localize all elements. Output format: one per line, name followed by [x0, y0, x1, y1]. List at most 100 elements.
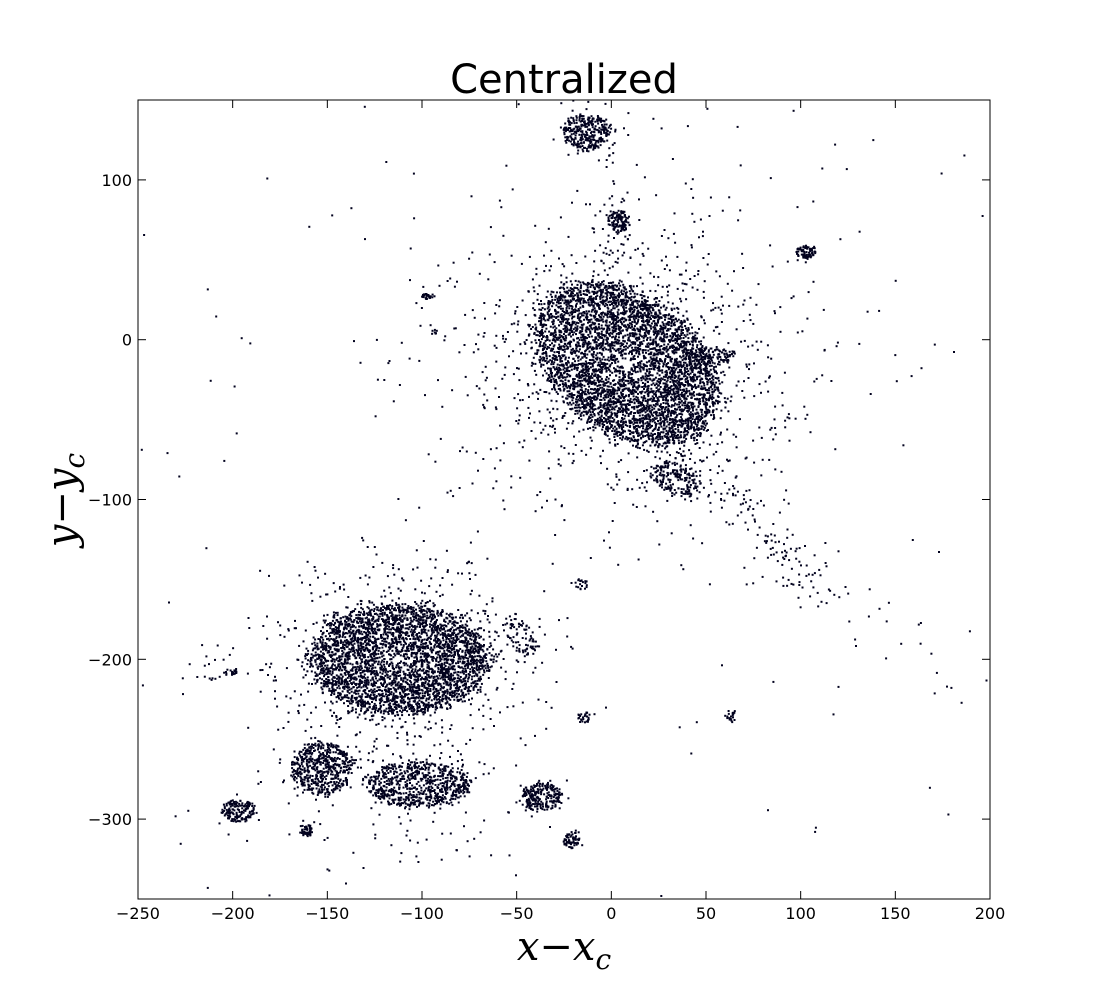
scatter-point — [618, 426, 621, 429]
scatter-point — [706, 403, 709, 406]
scatter-point — [587, 391, 589, 394]
scatter-point — [650, 343, 653, 345]
scatter-point — [619, 312, 622, 315]
scatter-point — [674, 380, 677, 383]
scatter-point — [669, 317, 672, 320]
scatter-point — [707, 408, 710, 411]
scatter-point — [696, 411, 699, 414]
scatter-point — [580, 418, 583, 421]
scatter-point — [671, 357, 673, 360]
scatter-point — [584, 410, 587, 413]
scatter-point — [701, 359, 704, 362]
scatter-point — [602, 283, 605, 286]
scatter-point — [593, 388, 595, 391]
scatter-point — [622, 421, 625, 423]
scatter-point — [618, 478, 621, 481]
scatter-point — [571, 362, 574, 365]
scatter-point — [644, 305, 647, 308]
scatter-point — [650, 432, 653, 435]
scatter-point — [584, 329, 587, 332]
scatter-point — [672, 431, 675, 434]
scatter-point — [599, 395, 602, 398]
scatter-point — [641, 252, 644, 255]
scatter-point — [660, 377, 663, 380]
scatter-point — [718, 382, 721, 385]
scatter-point — [645, 417, 648, 420]
scatter-point — [664, 326, 667, 329]
scatter-point — [698, 355, 701, 358]
scatter-point — [566, 370, 569, 373]
scatter-point — [600, 290, 603, 293]
scatter-point — [622, 372, 624, 374]
scatter-point — [665, 314, 668, 317]
scatter-point — [606, 429, 609, 432]
scatter-point — [669, 327, 672, 330]
scatter-point — [536, 349, 539, 352]
scatter-point — [691, 369, 694, 371]
scatter-point — [610, 344, 613, 347]
scatter-point — [613, 388, 616, 391]
scatter-point — [612, 407, 615, 410]
scatter-point — [586, 345, 589, 348]
scatter-point — [666, 445, 669, 448]
scatter-point — [675, 351, 678, 354]
scatter-point — [608, 416, 611, 419]
scatter-point — [692, 406, 695, 409]
scatter-point — [533, 290, 536, 293]
scatter-point — [612, 319, 615, 321]
scatter-point — [661, 326, 664, 329]
scatter-point — [566, 319, 569, 322]
scatter-point — [688, 361, 691, 363]
scatter-point — [524, 342, 527, 345]
scatter-point — [614, 340, 617, 343]
scatter-point — [690, 406, 693, 409]
scatter-point — [680, 334, 683, 336]
scatter-point — [657, 384, 660, 387]
scatter-point — [573, 367, 576, 370]
scatter-point — [673, 324, 676, 327]
scatter-point — [658, 422, 661, 425]
scatter-point — [544, 330, 547, 333]
scatter-point — [606, 407, 609, 409]
scatter-point — [715, 346, 718, 348]
scatter-point — [636, 400, 638, 403]
scatter-point — [673, 395, 676, 398]
scatter-point — [600, 420, 603, 423]
scatter-point — [592, 299, 595, 302]
scatter-point — [616, 369, 619, 372]
scatter-point — [599, 371, 602, 373]
scatter-point — [705, 347, 708, 350]
scatter-point — [584, 350, 587, 353]
scatter-point — [667, 386, 670, 389]
scatter-point — [703, 426, 706, 429]
scatter-point — [709, 386, 712, 389]
scatter-point — [587, 319, 590, 321]
scatter-point — [662, 402, 665, 404]
scatter-point — [646, 314, 649, 317]
scatter-point — [655, 313, 658, 316]
scatter-point — [667, 391, 669, 394]
scatter-point — [572, 459, 575, 462]
scatter-point — [697, 415, 700, 418]
scatter-point — [687, 383, 690, 386]
scatter-point — [583, 311, 586, 313]
scatter-point — [625, 394, 628, 397]
scatter-point — [735, 475, 738, 478]
scatter-point — [651, 304, 654, 307]
scatter-point — [636, 370, 639, 373]
scatter-point — [636, 388, 639, 391]
scatter-point — [677, 426, 679, 429]
scatter-point — [547, 467, 550, 470]
scatter-point — [624, 348, 627, 351]
scatter-point — [727, 410, 730, 413]
scatter-point — [592, 322, 595, 325]
scatter-point — [613, 367, 615, 370]
scatter-point — [675, 416, 678, 418]
scatter-point — [602, 420, 605, 423]
scatter-point — [558, 368, 561, 370]
scatter-point — [620, 350, 623, 352]
scatter-point — [660, 328, 663, 331]
scatter-point — [599, 297, 602, 300]
scatter-point — [618, 408, 621, 411]
scatter-point — [575, 305, 577, 308]
